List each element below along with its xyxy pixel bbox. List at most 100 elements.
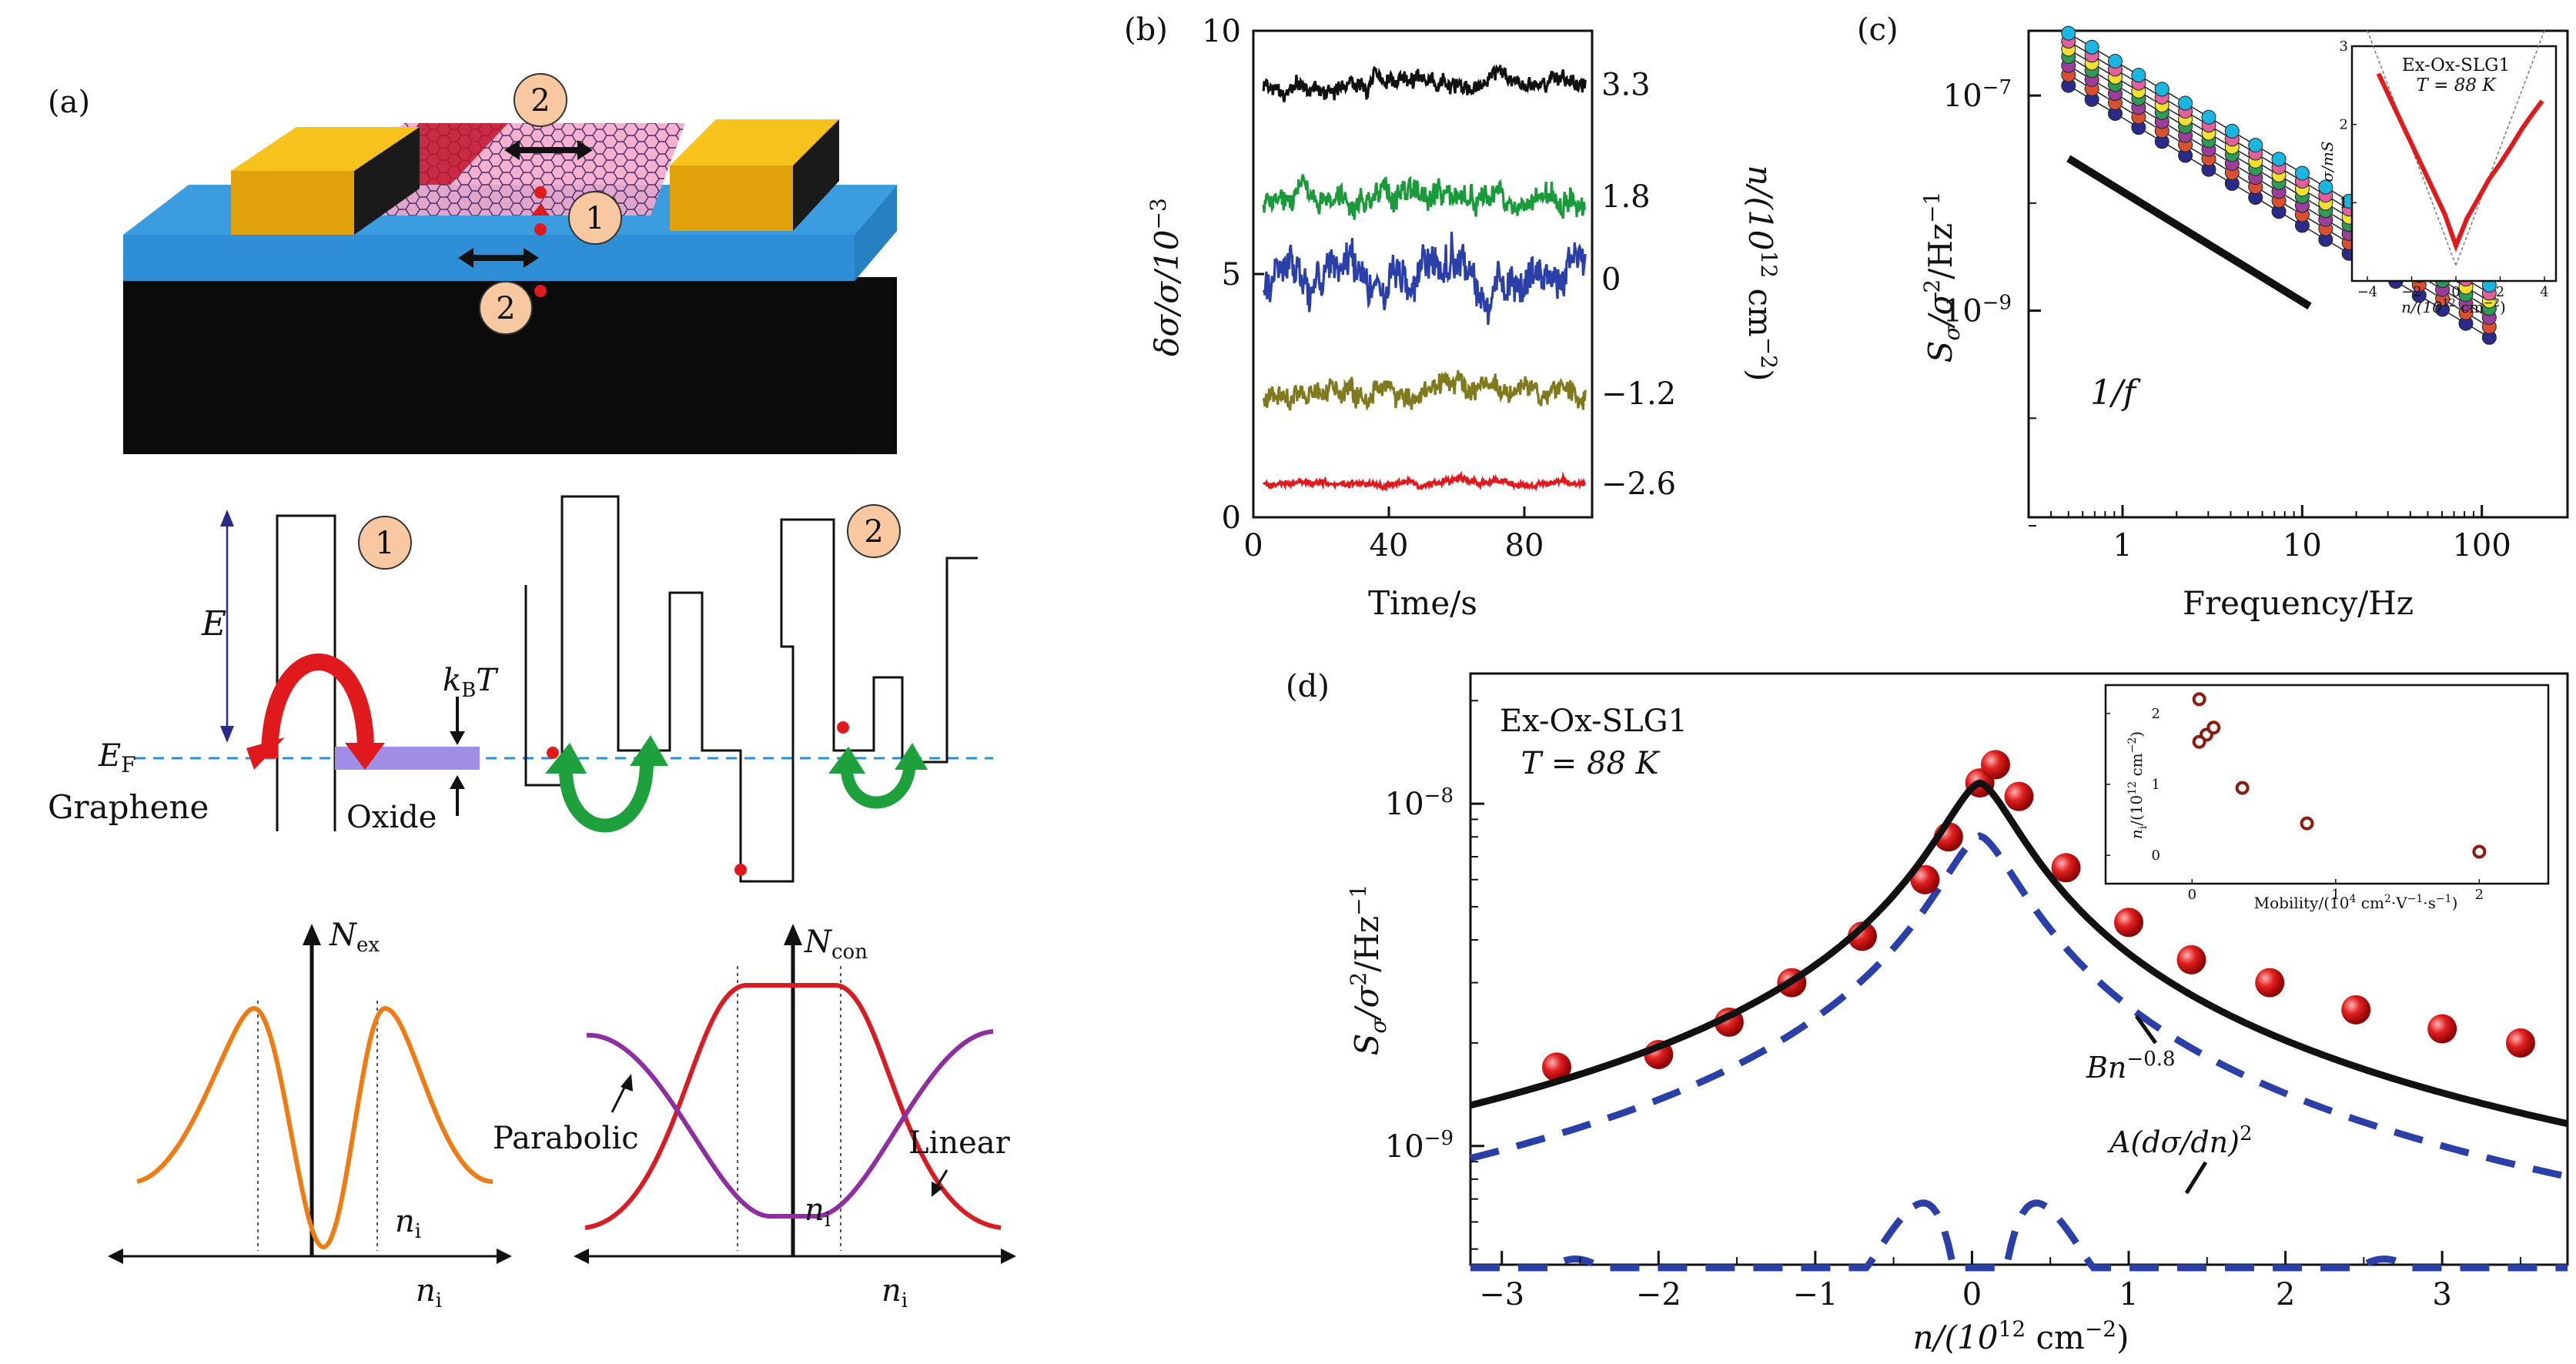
ytick-label: 0 — [1222, 500, 1241, 536]
noise-point — [1980, 750, 2010, 780]
trace-label-0: 3.3 — [1601, 68, 1651, 103]
fit-dashed-curve — [1469, 832, 2568, 1180]
panel-d-inset-plot: 0 1 2 0 1 2 — [2106, 692, 2487, 903]
panel-c-inset: −4 −2 0 2 4 1 2 3 Ex-Ox-SLG1 T = 88 K σ/mS n/(1… — [2318, 30, 2558, 316]
noise-point — [1847, 921, 1877, 951]
substrate-front — [123, 281, 855, 454]
spectrum-point — [2294, 165, 2310, 181]
ni-axis-label-1: ni — [416, 1273, 442, 1312]
mobility-point — [2192, 692, 2206, 707]
inset-d-xlabel: Mobility/(104 cm2·V−1·s−1) — [2254, 893, 2458, 912]
panel-d-frame — [1469, 672, 2569, 1266]
panel-c-inset-plot: −4 −2 0 2 4 1 2 3 — [2340, 30, 2549, 300]
xtick-label: 0 — [1243, 528, 1263, 563]
trace-3 — [1262, 369, 1587, 412]
mobility-point — [2192, 734, 2206, 749]
noise-point — [1910, 864, 1940, 894]
inset-c-temp: T = 88 K — [2417, 75, 2497, 95]
spectrum-point — [2201, 109, 2216, 125]
inset-c-xtick-label: −2 — [2401, 284, 2422, 300]
spectrum-point — [2061, 25, 2076, 41]
panel-c-plot: 10−710−91 10 100 — [1943, 25, 2511, 563]
inset-d-ytick-label: 2 — [2152, 706, 2160, 722]
ytick-label: 10−9 — [1385, 1127, 1454, 1165]
linear-label: Linear — [908, 1125, 1011, 1161]
inset-c-ytick-label: 3 — [2340, 38, 2348, 55]
ni-label-2: ni — [805, 1192, 831, 1232]
inset-c-ylabel: σ/mS — [2318, 141, 2337, 182]
panel-b-ticks: 0 5 10 0 40 80 — [1202, 14, 1544, 563]
total-fit-curve — [1469, 779, 2568, 1128]
noise-point — [2427, 1014, 2457, 1044]
spectrum-point — [2224, 123, 2240, 139]
panel-c-ylabel: Sσ/σ2/Hz−1 — [1919, 192, 1965, 363]
oxide-side — [855, 185, 897, 281]
xtick-label: 40 — [1370, 528, 1409, 563]
inset-d-ytick-label: 1 — [2152, 777, 2160, 793]
hopping-arrow-2 — [840, 761, 916, 809]
one-over-f-line — [2066, 155, 2312, 310]
inset-c-xlabel: n/(1012 cm−2) — [2401, 297, 2506, 316]
panel-d-xlabel: n/(1012 cm−2) — [1912, 1316, 2129, 1356]
panel-b-ylabel: δσ/σ/10−3 — [1146, 198, 1186, 356]
trace-label-1: 1.8 — [1601, 179, 1651, 215]
ncon-label: Ncon — [804, 924, 868, 964]
ytick-label: 10−7 — [1943, 76, 2012, 114]
spectrum-point — [2131, 68, 2146, 83]
ncon-schematic: Ncon Parabolic Linear ni ni — [493, 924, 1016, 1312]
kbt-label: kBT — [443, 663, 499, 702]
svg-text:1: 1 — [585, 201, 604, 236]
ni-axis-label-2: ni — [882, 1273, 908, 1312]
xtick-label: 80 — [1505, 528, 1544, 563]
ncon-parabolic-curve — [586, 1029, 994, 1219]
inset-c-ytick-label: 2 — [2340, 117, 2348, 133]
inset-d-ytick-label: 0 — [2152, 847, 2160, 864]
panel-b-traces: 3.3 1.8 0 −1.2 −2.6 — [1262, 64, 1676, 502]
svg-text:2: 2 — [496, 291, 515, 326]
noise-point — [2051, 853, 2081, 883]
svg-text:2: 2 — [530, 83, 550, 119]
trace-2 — [1262, 232, 1587, 326]
panel-d-sample: Ex-Ox-SLG1 — [1500, 704, 1688, 739]
panel-a-label: (a) — [48, 85, 90, 120]
spectrum-point — [2271, 152, 2287, 167]
mobility-point — [2300, 816, 2314, 831]
circle-marker-1-top: 1 — [568, 191, 622, 245]
svg-text:1: 1 — [375, 526, 394, 561]
parabolic-label: Parabolic — [493, 1121, 639, 1156]
panel-b-right-label: n/(1012 cm−2) — [1741, 165, 1781, 381]
nex-label: Nex — [329, 918, 380, 957]
trace-label-2: 0 — [1601, 262, 1621, 297]
panel-c: (c) 10−710−91 10 100 1/f Sσ/σ2/Hz−1 Freque… — [1857, 12, 2569, 622]
right-contact-front — [670, 165, 793, 231]
charge-markers — [458, 140, 593, 297]
trap-landscape — [524, 495, 978, 883]
panel-c-frame — [2027, 29, 2569, 519]
oxide-label: Oxide — [346, 800, 437, 835]
noise-point — [2004, 781, 2034, 811]
device-schematic: 2 1 2 — [123, 73, 897, 454]
ytick-label: 5 — [1222, 257, 1241, 293]
xtick-label: 0 — [1962, 1277, 1982, 1312]
noise-point — [2505, 1028, 2535, 1058]
trace-4 — [1262, 470, 1586, 493]
panel-a: (a) — [48, 73, 1016, 1312]
ncon-linear-curve — [584, 983, 1002, 1230]
spectrum-point — [2154, 82, 2170, 97]
inset-c-guide-right — [2455, 30, 2545, 266]
band-diagram: E EF Graphene Oxide kBT 1 — [48, 495, 993, 883]
panel-d-plot: 10−8 10−9 −3 −2 −1 0 1 2 3 — [1385, 700, 2568, 1312]
noise-point — [2114, 908, 2143, 938]
energy-label: E — [201, 604, 226, 644]
left-contact-top — [231, 127, 420, 171]
deriv-label: A(dσ/dn)2 — [2107, 1122, 2253, 1159]
nex-schematic: Nex ni ni — [108, 918, 512, 1312]
ef-label: EF — [98, 738, 136, 777]
noise-point — [2176, 944, 2206, 975]
circle-marker-2-bottom: 2 — [479, 281, 533, 335]
inset-d-xtick-label: 0 — [2188, 887, 2196, 903]
spectrum-point — [2318, 179, 2333, 195]
inset-c-title: Ex-Ox-SLG1 — [2402, 55, 2510, 75]
xtick-label: −1 — [1792, 1277, 1838, 1312]
panel-d: (d) 10−8 10−9 −3 −2 −1 0 1 2 3 Ex-Ox-SLG1 T = 88… — [1286, 669, 2569, 1356]
